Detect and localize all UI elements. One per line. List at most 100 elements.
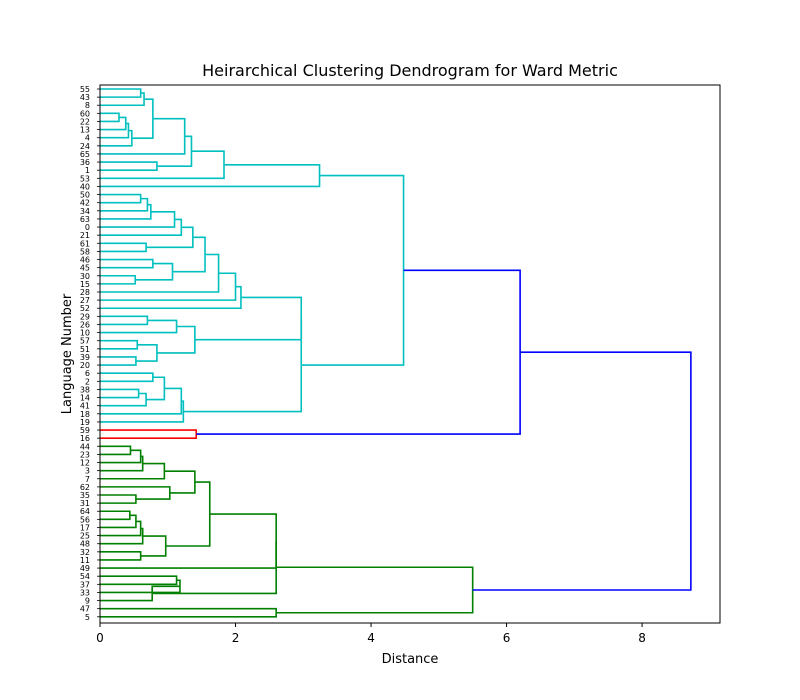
y-tick-label-55: 25 xyxy=(80,532,90,541)
y-tick-label-51: 31 xyxy=(80,499,90,508)
y-tick-label-57: 32 xyxy=(80,548,90,557)
y-tick-label-49: 62 xyxy=(80,483,90,492)
y-tick-label-47: 3 xyxy=(85,467,90,476)
y-tick-label-33: 39 xyxy=(80,353,90,362)
x-axis-ticks: 0 2 4 6 8 xyxy=(96,623,646,645)
y-tick-label-56: 48 xyxy=(80,540,90,549)
y-tick-label-50: 35 xyxy=(80,491,90,500)
y-tick-label-46: 12 xyxy=(80,459,90,468)
dendrogram-link-37 xyxy=(100,387,183,415)
dendrogram-link-7 xyxy=(100,117,186,155)
dendrogram-links xyxy=(100,88,692,618)
y-tick-label-12: 40 xyxy=(80,182,90,191)
y-tick-label-43: 16 xyxy=(80,434,90,443)
y-tick-label-58: 11 xyxy=(80,556,90,565)
y-tick-label-37: 38 xyxy=(80,385,90,394)
dendrogram-link-16 xyxy=(100,218,183,236)
y-tick-label-54: 17 xyxy=(80,523,90,532)
y-tick-label-60: 54 xyxy=(80,572,90,581)
y-tick-label-24: 15 xyxy=(80,280,90,289)
y-tick-label-61: 37 xyxy=(80,580,90,589)
y-tick-label-45: 23 xyxy=(80,450,90,459)
y-tick-label-23: 30 xyxy=(80,272,90,281)
y-tick-label-22: 45 xyxy=(80,264,90,273)
dendrogram-link-48 xyxy=(100,486,171,500)
y-tick-label-20: 58 xyxy=(80,247,90,256)
y-tick-label-44: 44 xyxy=(80,442,90,451)
x-tick-label-1: 2 xyxy=(232,631,240,645)
y-tick-label-18: 21 xyxy=(80,231,90,240)
y-tick-label-29: 26 xyxy=(80,320,90,329)
y-tick-label-16: 63 xyxy=(80,215,90,224)
dendrogram-link-57 xyxy=(100,513,277,569)
y-tick-label-2: 8 xyxy=(85,101,90,110)
y-tick-label-4: 22 xyxy=(80,117,90,126)
dendrogram-link-58 xyxy=(100,575,178,586)
y-tick-label-64: 47 xyxy=(80,605,90,614)
y-tick-label-40: 18 xyxy=(80,410,90,419)
y-tick-label-52: 64 xyxy=(80,507,90,516)
dendrogram-link-22 xyxy=(172,236,206,273)
y-tick-label-30: 10 xyxy=(80,329,90,338)
y-tick-label-17: 0 xyxy=(85,223,90,232)
y-tick-label-32: 51 xyxy=(80,345,90,354)
x-tick-label-3: 6 xyxy=(503,631,511,645)
x-tick-label-2: 4 xyxy=(367,631,375,645)
dendrogram-link-9 xyxy=(156,135,193,167)
chart-title: Heirarchical Clustering Dendrogram for W… xyxy=(202,61,618,80)
dendrogram-link-39 xyxy=(183,318,303,413)
dendrogram-link-19 xyxy=(100,258,154,269)
y-tick-label-36: 2 xyxy=(85,377,90,386)
dendrogram-link-8 xyxy=(100,161,158,171)
dendrogram-link-27 xyxy=(100,319,178,334)
dendrogram-link-64 xyxy=(472,351,692,591)
y-tick-label-6: 4 xyxy=(85,134,90,143)
y-tick-label-26: 27 xyxy=(80,296,90,305)
y-tick-label-62: 33 xyxy=(80,588,90,597)
y-tick-label-25: 28 xyxy=(80,288,90,297)
y-tick-label-15: 34 xyxy=(80,207,90,216)
dendrogram-link-30 xyxy=(135,343,158,362)
y-tick-label-7: 24 xyxy=(80,142,90,151)
y-tick-label-9: 36 xyxy=(80,158,90,167)
y-tick-label-3: 60 xyxy=(80,109,90,118)
y-tick-label-13: 50 xyxy=(80,191,90,200)
y-tick-label-5: 13 xyxy=(80,126,90,135)
y-tick-label-19: 61 xyxy=(80,239,90,248)
dendrogram-link-23 xyxy=(100,253,220,293)
y-tick-label-39: 41 xyxy=(80,402,90,411)
y-tick-label-42: 59 xyxy=(80,426,90,435)
y-tick-label-31: 57 xyxy=(80,337,90,346)
x-tick-label-4: 8 xyxy=(638,631,646,645)
dendrogram-link-49 xyxy=(164,470,196,494)
y-tick-label-10: 1 xyxy=(85,166,90,175)
dendrogram-link-61 xyxy=(152,541,277,595)
y-axis-label: Language Number xyxy=(60,293,75,414)
y-tick-label-1: 43 xyxy=(80,93,90,102)
dendrogram-link-42 xyxy=(196,269,521,435)
dendrogram-link-50 xyxy=(100,510,131,521)
y-tick-label-28: 29 xyxy=(80,312,90,321)
dendrogram-link-33 xyxy=(100,372,154,383)
y-tick-label-8: 65 xyxy=(80,150,90,159)
dendrogram-link-56 xyxy=(165,481,211,547)
dendrogram-link-6 xyxy=(131,98,154,140)
y-tick-label-38: 14 xyxy=(80,394,90,403)
y-axis-ticks: 5543860221342465361534050423463021615846… xyxy=(80,85,100,622)
y-tick-label-35: 6 xyxy=(85,369,90,378)
dendrogram-link-38 xyxy=(100,400,185,423)
y-tick-label-59: 49 xyxy=(80,564,90,573)
y-tick-label-0: 55 xyxy=(80,85,90,94)
dendrogram-link-24 xyxy=(100,272,237,301)
y-tick-label-14: 42 xyxy=(80,199,90,208)
dendrogram-link-4 xyxy=(100,122,130,139)
y-tick-label-11: 53 xyxy=(80,174,90,183)
y-tick-label-27: 52 xyxy=(80,304,90,313)
dendrogram-link-31 xyxy=(156,325,196,354)
y-tick-label-63: 9 xyxy=(85,597,90,606)
y-tick-label-65: 5 xyxy=(85,613,90,622)
x-axis-label: Distance xyxy=(382,652,439,667)
x-tick-label-0: 0 xyxy=(96,631,104,645)
